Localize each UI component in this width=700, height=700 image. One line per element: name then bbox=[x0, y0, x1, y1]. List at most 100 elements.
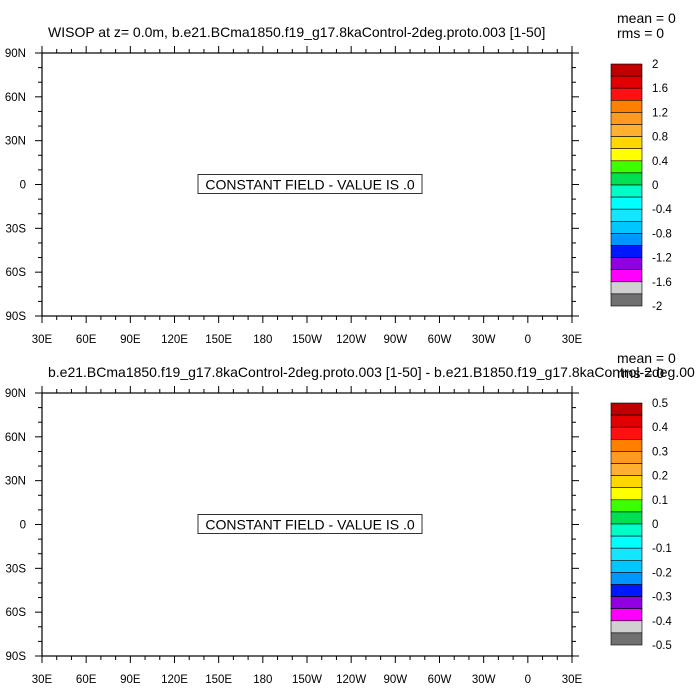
colorbar-swatch bbox=[610, 196, 643, 210]
colorbar-label: -0.5 bbox=[652, 640, 672, 652]
colorbar-label: 2 bbox=[652, 59, 658, 71]
y-tick-label: 90N bbox=[5, 388, 26, 400]
colorbar: 2 1.6 1.2 0.8 0.4 0 -0.4 -0.8 -1.2 -1.6 -2 bbox=[610, 59, 672, 313]
colorbar-swatch bbox=[610, 184, 643, 198]
x-tick-label: 90E bbox=[120, 334, 141, 346]
colorbar-swatch bbox=[610, 523, 643, 537]
annotation-box bbox=[197, 174, 423, 194]
colorbar: 0.5 0.4 0.3 0.2 0.1 0 -0.1 -0.2 -0.3 -0.4 -0.5 bbox=[610, 398, 672, 652]
colorbar-label: -2 bbox=[652, 301, 662, 313]
stat-label: rms = 0 bbox=[617, 25, 664, 41]
colorbar-swatch bbox=[610, 172, 643, 186]
colorbar-swatch bbox=[610, 511, 643, 525]
colorbar-swatch bbox=[610, 632, 643, 646]
colorbar-swatch bbox=[610, 487, 643, 501]
map-panel-2: b.e21.BCma1850.f19_g17.8kaControl-2deg.p… bbox=[5, 350, 695, 686]
y-tick-label: 30N bbox=[5, 136, 26, 148]
y-tick-label: 30S bbox=[6, 223, 27, 235]
colorbar-label: -1.2 bbox=[652, 253, 672, 265]
colorbar-label: 0.4 bbox=[652, 422, 669, 434]
y-tick-label: 90N bbox=[5, 48, 26, 60]
colorbar-swatch bbox=[610, 281, 643, 295]
y-tick-label: 30N bbox=[5, 476, 26, 488]
colorbar-swatch bbox=[610, 499, 643, 513]
annotation-text: CONSTANT FIELD - VALUE IS .0 bbox=[205, 177, 414, 193]
y-tick-label: 60S bbox=[6, 267, 27, 279]
colorbar-label: -1.6 bbox=[652, 277, 672, 289]
colorbar-swatch bbox=[610, 426, 643, 440]
colorbar-swatch bbox=[610, 112, 643, 125]
x-tick-label: 90W bbox=[384, 674, 408, 686]
colorbar-swatch bbox=[610, 148, 643, 162]
y-tick-label: 90S bbox=[6, 651, 27, 663]
plot-title: b.e21.BCma1850.f19_g17.8kaControl-2deg.p… bbox=[48, 364, 695, 380]
y-tick-label: 90S bbox=[6, 311, 27, 323]
colorbar-swatch bbox=[610, 87, 643, 101]
colorbar-label: 1.2 bbox=[652, 107, 668, 119]
colorbar-swatch bbox=[610, 584, 643, 597]
stat-label: mean = 0 bbox=[617, 350, 676, 366]
x-tick-label: 120E bbox=[161, 334, 188, 346]
colorbar-swatch bbox=[610, 402, 643, 416]
y-tick-label: 60N bbox=[5, 92, 26, 104]
colorbar-label: 0.4 bbox=[652, 156, 669, 168]
colorbar-swatch bbox=[610, 451, 643, 464]
colorbar-swatch bbox=[610, 136, 643, 150]
x-tick-label: 30W bbox=[472, 674, 496, 686]
colorbar-label: 0.2 bbox=[652, 471, 668, 483]
x-tick-label: 30E bbox=[562, 334, 583, 346]
y-tick-label: 0 bbox=[20, 520, 26, 532]
annotation-box bbox=[197, 514, 423, 534]
map-panel-1: WISOP at z= 0.0m, b.e21.BCma1850.f19_g17… bbox=[5, 10, 676, 346]
x-tick-label: 60E bbox=[76, 674, 97, 686]
colorbar-swatch bbox=[610, 559, 643, 573]
colorbar-swatch bbox=[610, 438, 643, 452]
colorbar-swatch bbox=[610, 572, 643, 585]
x-tick-label: 180 bbox=[253, 334, 272, 346]
colorbar-swatch bbox=[610, 160, 643, 174]
colorbar-swatch bbox=[610, 620, 643, 634]
x-tick-label: 30E bbox=[32, 674, 53, 686]
colorbar-swatch bbox=[610, 233, 643, 246]
x-tick-label: 120W bbox=[336, 674, 366, 686]
x-tick-label: 180 bbox=[253, 674, 272, 686]
stat-label: mean = 0 bbox=[617, 10, 676, 26]
y-tick-label: 60S bbox=[6, 607, 27, 619]
colorbar-swatch bbox=[610, 293, 643, 307]
colorbar-label: -0.3 bbox=[652, 592, 672, 604]
colorbar-swatch bbox=[610, 596, 643, 609]
colorbar-swatch bbox=[610, 269, 643, 283]
colorbar-swatch bbox=[610, 463, 643, 476]
x-tick-label: 60E bbox=[76, 334, 97, 346]
colorbar-label: -0.2 bbox=[652, 567, 672, 579]
x-tick-label: 60W bbox=[428, 334, 452, 346]
colorbar-label: 1.6 bbox=[652, 83, 668, 95]
x-tick-label: 30W bbox=[472, 334, 496, 346]
x-tick-label: 0 bbox=[525, 674, 531, 686]
y-tick-label: 60N bbox=[5, 432, 26, 444]
colorbar-swatch bbox=[610, 208, 643, 222]
x-tick-label: 120E bbox=[161, 674, 188, 686]
x-tick-label: 120W bbox=[336, 334, 366, 346]
colorbar-label: 0 bbox=[652, 519, 658, 531]
colorbar-swatch bbox=[610, 245, 643, 258]
colorbar-label: 0.8 bbox=[652, 132, 668, 144]
colorbar-swatch bbox=[610, 475, 643, 489]
stat-label: rms = 0 bbox=[617, 365, 664, 381]
plot-title: WISOP at z= 0.0m, b.e21.BCma1850.f19_g17… bbox=[48, 24, 545, 40]
annotation-text: CONSTANT FIELD - VALUE IS .0 bbox=[205, 517, 414, 533]
colorbar-swatch bbox=[610, 124, 643, 137]
colorbar-swatch bbox=[610, 414, 643, 428]
x-tick-label: 30E bbox=[32, 334, 53, 346]
colorbar-label: -0.8 bbox=[652, 228, 672, 240]
colorbar-swatch bbox=[610, 63, 643, 77]
colorbar-swatch bbox=[610, 547, 643, 561]
x-tick-label: 150E bbox=[205, 674, 232, 686]
x-tick-label: 90E bbox=[120, 674, 141, 686]
x-tick-label: 90W bbox=[384, 334, 408, 346]
x-tick-label: 150W bbox=[292, 674, 322, 686]
colorbar-label: -0.4 bbox=[652, 616, 672, 628]
colorbar-label: -0.4 bbox=[652, 204, 672, 216]
x-tick-label: 30E bbox=[562, 674, 583, 686]
